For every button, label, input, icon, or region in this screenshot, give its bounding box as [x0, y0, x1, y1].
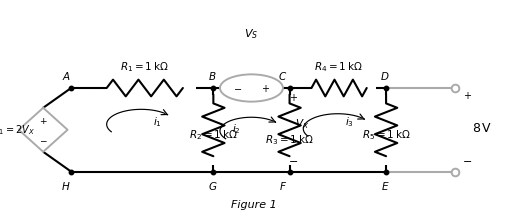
Text: $-$: $-$	[39, 135, 47, 144]
Text: $+$: $+$	[289, 92, 298, 103]
Text: $R_3=1\,\mathrm{k\Omega}$: $R_3=1\,\mathrm{k\Omega}$	[265, 133, 314, 147]
Text: $R_1=1\,\mathrm{k\Omega}$: $R_1=1\,\mathrm{k\Omega}$	[120, 60, 169, 74]
Text: $i_2$: $i_2$	[232, 122, 241, 136]
Text: $-$: $-$	[462, 154, 472, 165]
Text: Figure 1: Figure 1	[231, 200, 277, 210]
Text: $H$: $H$	[61, 180, 71, 192]
Text: $G$: $G$	[208, 180, 217, 192]
Text: $C$: $C$	[278, 70, 288, 82]
Text: $i_1$: $i_1$	[153, 115, 162, 129]
Text: $F$: $F$	[279, 180, 287, 192]
Text: $R_4=1\,\mathrm{k\Omega}$: $R_4=1\,\mathrm{k\Omega}$	[313, 60, 362, 74]
Text: $-$: $-$	[288, 154, 298, 165]
Text: $-$: $-$	[233, 83, 242, 93]
Text: $8\,\mathrm{V}$: $8\,\mathrm{V}$	[472, 122, 493, 135]
Text: $+$: $+$	[261, 82, 270, 94]
Text: $A$: $A$	[61, 70, 71, 82]
Text: $v_1=2V_X$: $v_1=2V_X$	[0, 123, 35, 137]
Text: $V_X$: $V_X$	[295, 117, 309, 131]
Text: $R_5=1\,\mathrm{k\Omega}$: $R_5=1\,\mathrm{k\Omega}$	[362, 128, 410, 142]
Text: $B$: $B$	[208, 70, 216, 82]
Text: $E$: $E$	[381, 180, 389, 192]
Text: $+$: $+$	[463, 90, 472, 101]
Text: $R_2=1\,\mathrm{k\Omega}$: $R_2=1\,\mathrm{k\Omega}$	[189, 128, 238, 142]
Text: $i_3$: $i_3$	[345, 115, 354, 129]
Text: $D$: $D$	[380, 70, 390, 82]
Text: $+$: $+$	[39, 116, 47, 126]
Text: $V_S$: $V_S$	[244, 27, 259, 41]
